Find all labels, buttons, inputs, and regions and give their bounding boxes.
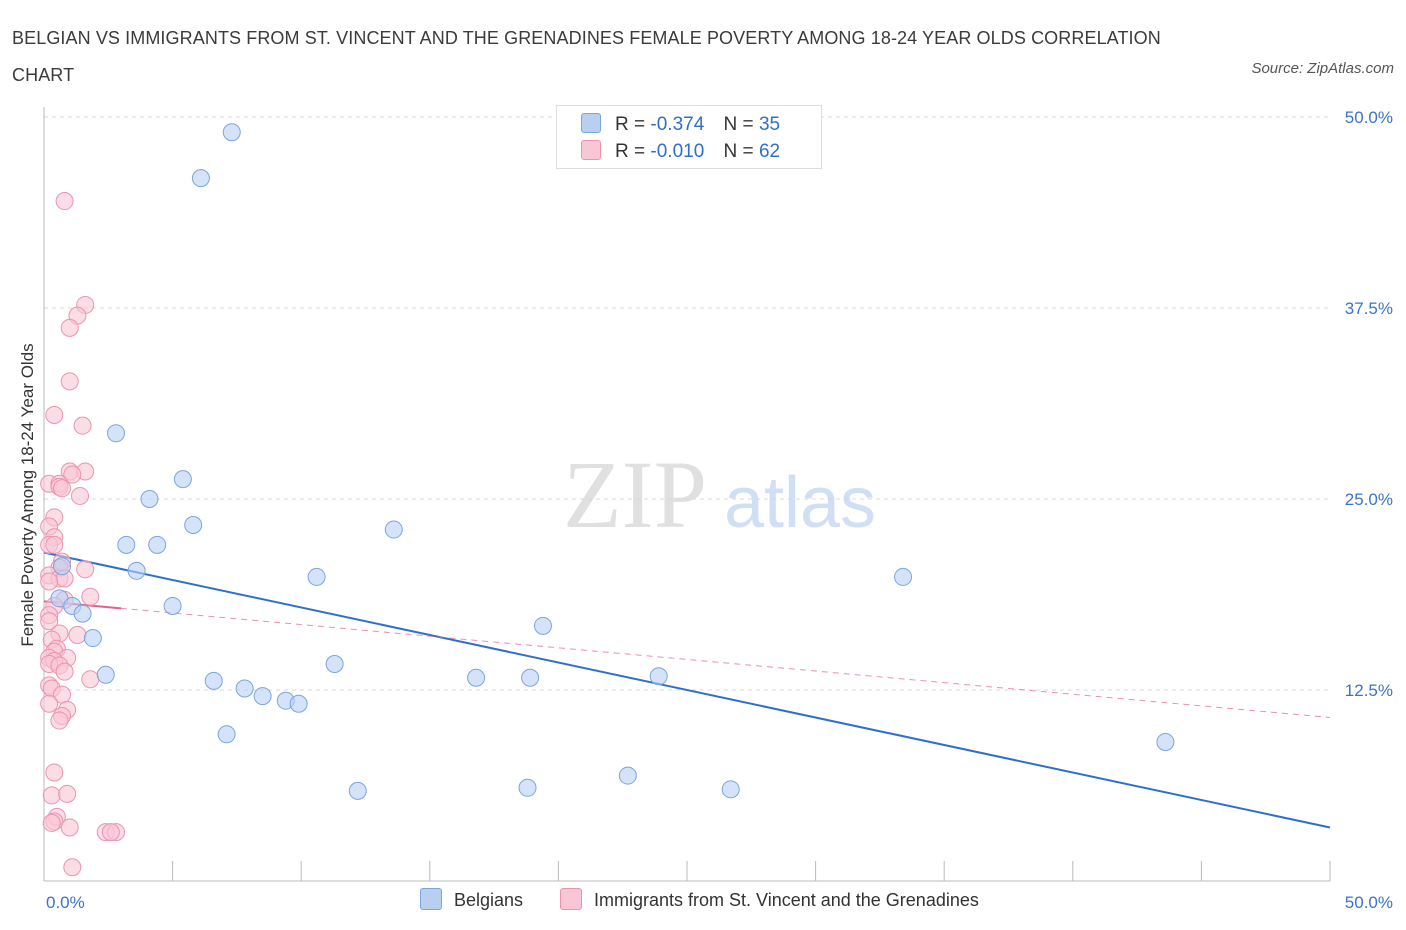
immigrants-point bbox=[71, 486, 90, 505]
belgians-n-value: 35 bbox=[758, 114, 781, 135]
belgians-point bbox=[163, 596, 182, 615]
y-tick-label: 12.5% bbox=[1345, 681, 1393, 700]
immigrants-point bbox=[73, 416, 92, 435]
immigrants-r-value: -0.010 bbox=[650, 141, 705, 162]
immigrants-point bbox=[63, 465, 82, 484]
belgians-point bbox=[649, 667, 668, 686]
legend-item-immigrants[interactable]: Immigrants from St. Vincent and the Gren… bbox=[560, 888, 979, 911]
belgians-point bbox=[217, 725, 236, 744]
belgians-point bbox=[467, 668, 486, 687]
correlation-legend: R = -0.374 N = 35 R = -0.010 N = 62 bbox=[556, 105, 822, 169]
immigrants-point bbox=[45, 405, 64, 424]
belgians-point bbox=[222, 123, 241, 142]
x-tick-label: 50.0% bbox=[1345, 893, 1393, 912]
belgians-point bbox=[127, 561, 146, 580]
data-points bbox=[40, 123, 1175, 877]
immigrants-point bbox=[101, 823, 120, 842]
watermark: ZIP atlas bbox=[563, 441, 876, 548]
immigrants-legend-label: Immigrants from St. Vincent and the Gren… bbox=[594, 890, 979, 910]
belgians-point bbox=[533, 616, 552, 635]
immigrants-point bbox=[45, 535, 64, 554]
immigrants-point bbox=[60, 318, 79, 337]
y-tick-label: 50.0% bbox=[1345, 108, 1393, 127]
y-axis-label: Female Poverty Among 18-24 Year Olds bbox=[18, 343, 37, 647]
n-label: N = bbox=[723, 141, 754, 162]
belgians-point bbox=[289, 694, 308, 713]
belgians-point bbox=[173, 470, 192, 489]
belgians-point bbox=[518, 778, 537, 797]
y-tick-label: 37.5% bbox=[1345, 299, 1393, 318]
belgians-point bbox=[107, 424, 126, 443]
belgians-point bbox=[521, 668, 540, 687]
tick-labels: 12.5% 25.0% 37.5% 50.0% 0.0% 50.0% bbox=[46, 108, 1393, 912]
belgians-trend-line bbox=[43, 551, 1331, 829]
belgians-point bbox=[253, 687, 272, 706]
immigrants-point bbox=[76, 560, 95, 579]
immigrants-point bbox=[42, 813, 61, 832]
immigrants-point bbox=[81, 587, 100, 606]
immigrants-point bbox=[55, 662, 74, 681]
immigrants-point bbox=[60, 818, 79, 837]
immigrants-point bbox=[63, 858, 82, 877]
belgians-point bbox=[73, 604, 92, 623]
immigrants-point bbox=[68, 625, 87, 644]
source-credit: Source: ZipAtlas.com bbox=[1251, 60, 1394, 77]
immigrants-point bbox=[81, 670, 100, 689]
immigrants-point bbox=[55, 192, 74, 211]
legend-row-belgians: R = -0.374 N = 35 bbox=[581, 113, 780, 141]
legend-row-immigrants: R = -0.010 N = 62 bbox=[581, 140, 780, 168]
immigrants-swatch bbox=[581, 140, 601, 160]
immigrants-point bbox=[60, 372, 79, 391]
belgians-point bbox=[191, 169, 210, 188]
immigrants-n-value: 62 bbox=[758, 141, 781, 162]
immigrants-point bbox=[45, 763, 64, 782]
belgians-point bbox=[83, 629, 102, 648]
immigrants-point bbox=[58, 784, 77, 803]
r-label: R = bbox=[615, 141, 646, 162]
belgians-legend-label: Belgians bbox=[454, 890, 524, 910]
immigrants-point bbox=[50, 711, 69, 730]
belgians-point bbox=[348, 781, 367, 800]
chart-title: BELGIAN VS IMMIGRANTS FROM ST. VINCENT A… bbox=[12, 28, 1161, 85]
immigrants-point bbox=[42, 786, 61, 805]
belgians-point bbox=[307, 567, 326, 586]
belgians-point bbox=[325, 655, 344, 674]
grid-lines bbox=[44, 116, 1330, 691]
belgians-point bbox=[894, 567, 913, 586]
belgians-point bbox=[235, 679, 254, 698]
axes bbox=[43, 107, 1331, 882]
immigrants-legend-swatch bbox=[560, 888, 582, 910]
belgians-point bbox=[721, 780, 740, 799]
belgians-point bbox=[184, 515, 203, 534]
belgians-point bbox=[148, 535, 167, 554]
belgians-point bbox=[53, 557, 72, 576]
immigrants-point bbox=[40, 612, 59, 631]
belgians-point bbox=[1156, 732, 1175, 751]
x-tick-label: 0.0% bbox=[46, 893, 85, 912]
belgians-point bbox=[384, 520, 403, 539]
series-legend: Belgians Immigrants from St. Vincent and… bbox=[0, 888, 1406, 916]
immigrants-trend-line-dashed bbox=[43, 600, 1331, 719]
immigrants-point bbox=[40, 694, 59, 713]
legend-item-belgians[interactable]: Belgians bbox=[420, 888, 523, 911]
belgians-point bbox=[204, 671, 223, 690]
immigrants-point bbox=[40, 572, 59, 591]
watermark-atlas: atlas bbox=[724, 463, 876, 543]
n-label: N = bbox=[723, 114, 754, 135]
belgians-swatch bbox=[581, 113, 601, 133]
belgians-point bbox=[618, 766, 637, 785]
belgians-legend-swatch bbox=[420, 888, 442, 910]
r-label: R = bbox=[615, 114, 646, 135]
belgians-point bbox=[117, 535, 136, 554]
belgians-point bbox=[96, 665, 115, 684]
belgians-r-value: -0.374 bbox=[650, 114, 705, 135]
belgians-point bbox=[140, 490, 159, 508]
immigrants-point bbox=[53, 479, 72, 498]
y-tick-label: 25.0% bbox=[1345, 490, 1393, 509]
watermark-zip: ZIP bbox=[563, 441, 707, 548]
